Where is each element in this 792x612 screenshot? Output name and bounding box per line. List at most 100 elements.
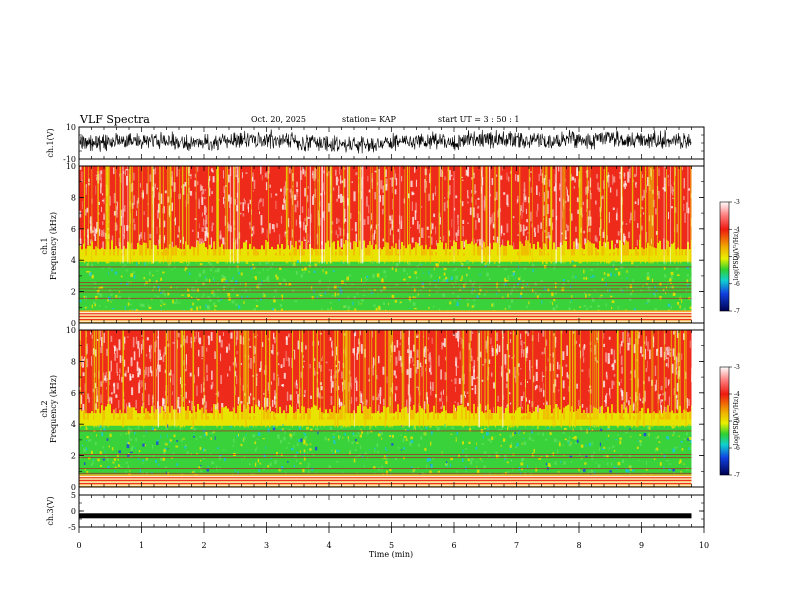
- spec-texture: [663, 266, 666, 270]
- spec-texture: [557, 471, 560, 473]
- spec-speckle: [559, 183, 561, 191]
- spec-texture: [112, 461, 115, 464]
- spec-texture: [540, 455, 542, 458]
- spec-sferic: [165, 330, 167, 428]
- spec-edge: [389, 250, 391, 256]
- spec-speckle: [443, 235, 445, 242]
- spec-speckle: [641, 206, 643, 209]
- x-tick-label: 0: [76, 541, 81, 550]
- spec-speckle: [477, 197, 480, 200]
- spec-sferic: [343, 330, 345, 428]
- spec-texture: [124, 305, 126, 309]
- spec-speckle: [159, 349, 161, 360]
- spec-texture: [374, 449, 376, 453]
- spec-texture: [115, 295, 118, 299]
- spec-texture: [553, 266, 555, 270]
- spec-texture: [573, 264, 577, 268]
- spec-edge: [139, 416, 141, 420]
- spec-edge: [475, 417, 477, 420]
- spec-texture: [88, 456, 91, 460]
- spec-speckle: [203, 218, 204, 226]
- spec-texture: [442, 293, 445, 298]
- spec-edge: [457, 405, 459, 420]
- spec-texture: [213, 431, 215, 433]
- spec-edge: [557, 407, 559, 420]
- spec-texture: [368, 449, 371, 451]
- spec-speckle: [119, 368, 121, 373]
- spec-edge: [131, 250, 133, 256]
- spec-texture: [690, 439, 693, 443]
- spec-texture: [422, 272, 424, 274]
- spec-texture: [265, 261, 269, 265]
- spec-edge: [325, 242, 327, 256]
- spec-edge: [473, 403, 475, 420]
- spec-speckle: [190, 341, 193, 348]
- spec-speckle: [495, 191, 498, 200]
- spec-speckle: [423, 182, 426, 193]
- spec-texture: [512, 272, 516, 276]
- spec-texture: [267, 263, 269, 265]
- spec-texture: [169, 262, 171, 267]
- spec-speckle: [566, 223, 568, 228]
- spec-speckle: [435, 226, 437, 235]
- spec-texture: [402, 438, 405, 443]
- spec-texture: [321, 308, 323, 311]
- spec-speckle: [142, 339, 144, 346]
- spec-texture: [349, 451, 351, 455]
- spec-edge: [415, 417, 417, 420]
- spec-texture: [282, 428, 284, 431]
- spec-sferic: [255, 330, 257, 428]
- spec-speckle: [383, 398, 385, 406]
- spec-speckle: [596, 360, 599, 363]
- spec-texture: [474, 289, 476, 292]
- spec-speckle: [245, 240, 248, 243]
- spec-edge: [275, 417, 277, 420]
- spec-edge: [559, 247, 561, 256]
- spec-edge: [413, 404, 415, 420]
- spec-texture: [521, 457, 524, 462]
- spec-texture: [360, 278, 363, 283]
- spec-edge: [295, 241, 297, 256]
- spec-edge: [351, 251, 353, 256]
- spec-speckle: [553, 358, 555, 363]
- spec-texture: [486, 272, 489, 277]
- spec-texture: [257, 458, 260, 463]
- spec-texture: [681, 299, 683, 304]
- spec-speckle: [158, 239, 160, 246]
- spec-texture: [111, 269, 113, 272]
- spec-texture: [280, 439, 283, 444]
- spec-texture: [243, 436, 246, 440]
- spec-edge: [479, 245, 481, 256]
- spec-speckle: [417, 333, 419, 338]
- spec-speckle: [248, 362, 250, 368]
- spec-speckle: [253, 179, 256, 189]
- spec-speckle: [210, 237, 212, 248]
- spec-speckle: [455, 365, 457, 376]
- spec-texture: [533, 448, 535, 453]
- spec-speckle: [96, 221, 99, 233]
- spec-speckle: [660, 401, 662, 408]
- spec-sferic: [226, 166, 228, 264]
- spec-speckle: [121, 376, 124, 383]
- spec-speckle: [273, 224, 275, 233]
- spec-speckle: [424, 359, 427, 364]
- spec-texture: [292, 264, 295, 266]
- spec-texture: [283, 436, 286, 441]
- spec-texture: [245, 282, 247, 287]
- spec-sferic: [594, 330, 596, 428]
- spec-speckle: [667, 379, 670, 386]
- spec-texture: [114, 271, 118, 275]
- spec-speckle: [268, 338, 270, 341]
- spec-texture: [275, 274, 278, 278]
- spec-speckle: [483, 199, 485, 211]
- spec-speckle: [645, 336, 648, 346]
- spec-sferic: [233, 330, 236, 428]
- spec-speckle: [211, 222, 214, 226]
- spec-speckle: [409, 350, 412, 359]
- spec-texture: [670, 306, 672, 309]
- spec-speckle: [307, 208, 309, 217]
- spec-speckle: [200, 383, 203, 393]
- spec-edge: [143, 242, 145, 256]
- spec-texture: [528, 436, 532, 441]
- spec-sferic: [569, 166, 572, 264]
